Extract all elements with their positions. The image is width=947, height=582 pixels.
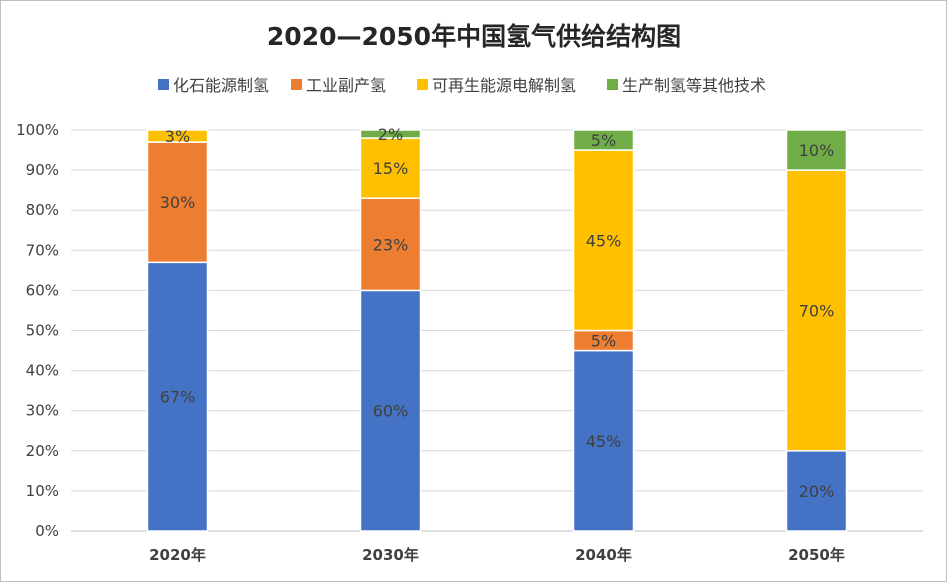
y-tick-label: 70% (26, 241, 59, 259)
data-label: 10% (799, 141, 835, 160)
y-tick-label: 90% (26, 161, 59, 179)
data-label: 2% (378, 125, 403, 144)
y-tick-label: 60% (26, 281, 59, 299)
x-axis-labels: 2020年 2030年 2040年 2050年 (149, 546, 845, 564)
bar-segment (146, 141, 209, 264)
legend-swatch (158, 79, 169, 90)
data-label: 70% (799, 301, 835, 320)
bar-segment (572, 349, 635, 532)
data-label: 3% (165, 127, 190, 146)
data-label: 5% (591, 332, 616, 351)
bars: 67% 30% 3% 60% 23% 15% 2% 45% 5% 45% 5% 20% 70% 10% (146, 125, 848, 532)
y-tick-label: 20% (26, 442, 59, 460)
data-label: 20% (799, 482, 835, 501)
y-tick-label: 40% (26, 362, 59, 380)
data-label: 60% (373, 402, 409, 421)
bar-segment (572, 149, 635, 332)
y-tick-label: 80% (26, 201, 59, 219)
y-tick-label: 10% (26, 482, 59, 500)
bar-segment (572, 129, 635, 151)
data-label: 45% (586, 432, 622, 451)
bar-segment (359, 197, 422, 292)
data-label: 45% (586, 231, 622, 250)
legend-swatch (291, 79, 302, 90)
data-label: 23% (373, 235, 409, 254)
legend-swatch (607, 79, 618, 90)
y-tick-label: 50% (26, 322, 59, 340)
bar-segment (785, 450, 848, 532)
legend-swatch (417, 79, 428, 90)
data-label: 30% (160, 193, 196, 212)
y-tick-label: 0% (35, 522, 59, 540)
legend-label: 生产制氢等其他技术 (622, 76, 766, 95)
x-tick-label: 2050年 (788, 546, 845, 564)
bar-segment (146, 129, 209, 143)
bar-segment (785, 129, 848, 171)
bar-segment (785, 169, 848, 452)
legend-label: 可再生能源电解制氢 (432, 76, 576, 95)
bar-segment (146, 261, 209, 532)
x-tick-label: 2020年 (149, 546, 206, 564)
y-tick-label: 30% (26, 402, 59, 420)
x-tick-label: 2030年 (362, 546, 419, 564)
data-label: 15% (373, 159, 409, 178)
legend-label: 化石能源制氢 (173, 76, 269, 95)
y-tick-label: 100% (16, 121, 59, 139)
data-label: 67% (160, 388, 196, 407)
chart-title: 2020—2050年中国氢气供给结构图 (267, 22, 681, 51)
legend: 化石能源制氢 工业副产氢 可再生能源电解制氢 生产制氢等其他技术 (158, 76, 766, 95)
bar-segment (359, 129, 422, 139)
data-label: 5% (591, 131, 616, 150)
legend-label: 工业副产氢 (306, 76, 386, 95)
gridlines: 0% 10% 20% 30% 40% 50% 60% 70% 80% 90% 100% (16, 121, 923, 540)
x-tick-label: 2040年 (575, 546, 632, 564)
